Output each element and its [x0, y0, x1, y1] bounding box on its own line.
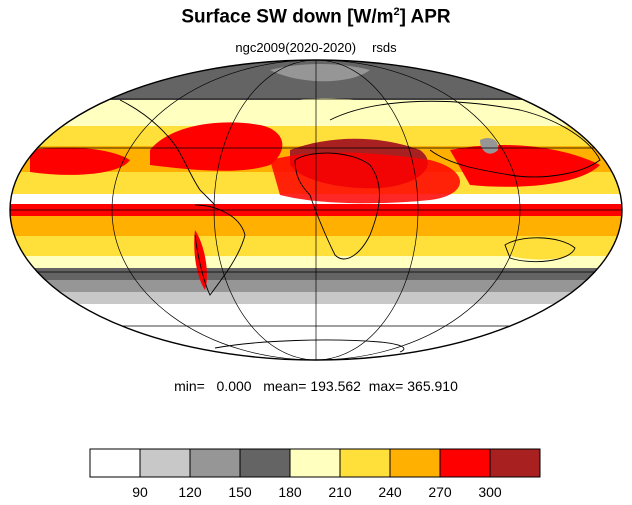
colorbar-swatches — [89, 448, 541, 478]
colorbar-tick-label: 180 — [278, 484, 302, 500]
colorbar-tick-label: 240 — [378, 484, 402, 500]
region-europe-light — [300, 98, 400, 123]
colorbar-tick-label: 150 — [228, 484, 252, 500]
colorbar-tick-label: 300 — [478, 484, 502, 500]
coast-south-america — [194, 204, 246, 296]
colorbar-tick-labels: 90 120 150 180 210 240 270 300 — [132, 484, 502, 500]
globe-outline — [9, 59, 623, 361]
region-pacific-north-red — [30, 147, 130, 175]
coast-africa — [294, 152, 380, 260]
coast-north-america — [119, 99, 216, 206]
graticule — [10, 60, 622, 360]
colorbar-swatch — [139, 448, 191, 478]
case-name: ngc2009(2020-2020) — [235, 40, 357, 55]
figure-title: Surface SW down [W/m2] APR — [181, 6, 451, 28]
variable-name: rsds — [372, 40, 397, 55]
world-map — [9, 59, 623, 361]
region-arctic-light — [270, 64, 370, 82]
summary-stats: min= 0.000 mean= 193.562 max= 365.910 — [174, 378, 458, 394]
colorbar-swatch — [439, 448, 491, 478]
colorbar-swatch — [89, 448, 141, 478]
region-north-africa-red — [270, 152, 460, 204]
coastlines — [119, 99, 601, 353]
colorbar-swatch — [389, 448, 441, 478]
colorbar-tick-label: 120 — [178, 484, 202, 500]
figure-subtitle: ngc2009(2020-2020) rsds — [0, 40, 632, 55]
colorbar-swatch — [339, 448, 391, 478]
coast-australia — [504, 237, 576, 263]
coast-antarctica — [214, 339, 405, 353]
region-australia-yellow — [500, 236, 580, 260]
colorbar-tick-label: 210 — [328, 484, 352, 500]
min-value: 0.000 — [216, 378, 252, 394]
region-tibet-gray — [480, 138, 499, 154]
colorbar-swatch — [489, 448, 541, 478]
colorbar-swatch — [189, 448, 241, 478]
colorbar-tick-label: 270 — [428, 484, 452, 500]
mean-value: 193.562 — [310, 378, 361, 394]
coast-eurasia — [329, 100, 601, 178]
colorbar-swatch — [289, 448, 341, 478]
colorbar-tick-label: 90 — [132, 484, 148, 500]
max-value: 365.910 — [407, 378, 458, 394]
colorbar-swatch — [239, 448, 291, 478]
region-andes-red — [194, 230, 207, 290]
region-asia-red — [450, 145, 600, 187]
